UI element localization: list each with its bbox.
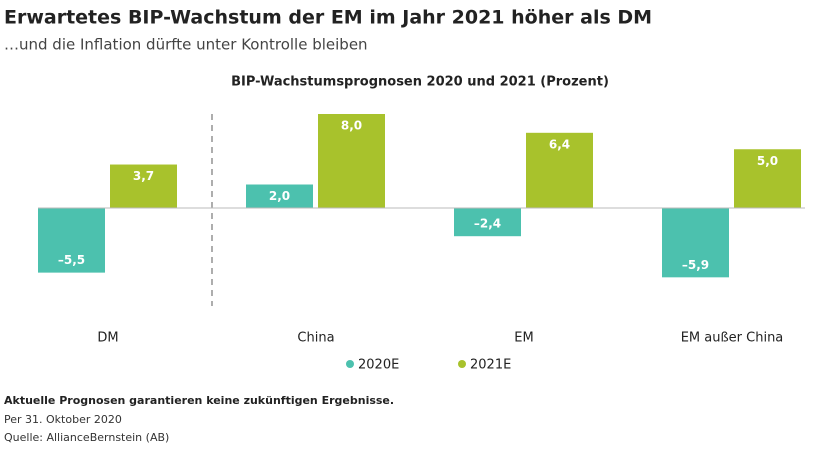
chart-title: Erwartetes BIP-Wachstum der EM im Jahr 2…	[4, 7, 652, 29]
bar	[526, 132, 593, 208]
bar	[246, 184, 313, 208]
footnote: Per 31. Oktober 2020	[4, 413, 122, 426]
data-label: –5,5	[58, 253, 85, 267]
footnote: Aktuelle Prognosen garantieren keine zuk…	[4, 394, 394, 407]
bar	[734, 149, 801, 208]
bar	[454, 208, 521, 237]
data-label: 5,0	[757, 154, 778, 168]
x-tick-label: EM außer China	[681, 331, 784, 346]
legend-label: 2021E	[470, 358, 511, 373]
plot-title: BIP-Wachstumsprognosen 2020 und 2021 (Pr…	[231, 75, 609, 90]
data-label: 8,0	[341, 119, 362, 133]
data-label: –5,9	[682, 258, 709, 272]
bar	[110, 164, 177, 208]
chart-subtitle: …und die Inflation dürfte unter Kontroll…	[4, 36, 368, 54]
footnote: Quelle: AllianceBernstein (AB)	[4, 431, 169, 444]
bar	[38, 208, 105, 273]
legend-marker	[346, 360, 354, 368]
bar	[662, 208, 729, 278]
x-tick-label: China	[297, 331, 334, 346]
legend-marker	[458, 360, 466, 368]
x-tick-label: DM	[97, 331, 118, 346]
bar	[318, 114, 385, 208]
data-label: 3,7	[133, 169, 154, 183]
data-label: 2,0	[269, 189, 290, 203]
legend-label: 2020E	[358, 358, 399, 373]
data-label: 6,4	[549, 137, 570, 151]
x-tick-label: EM	[514, 331, 533, 346]
data-label: –2,4	[474, 217, 501, 231]
